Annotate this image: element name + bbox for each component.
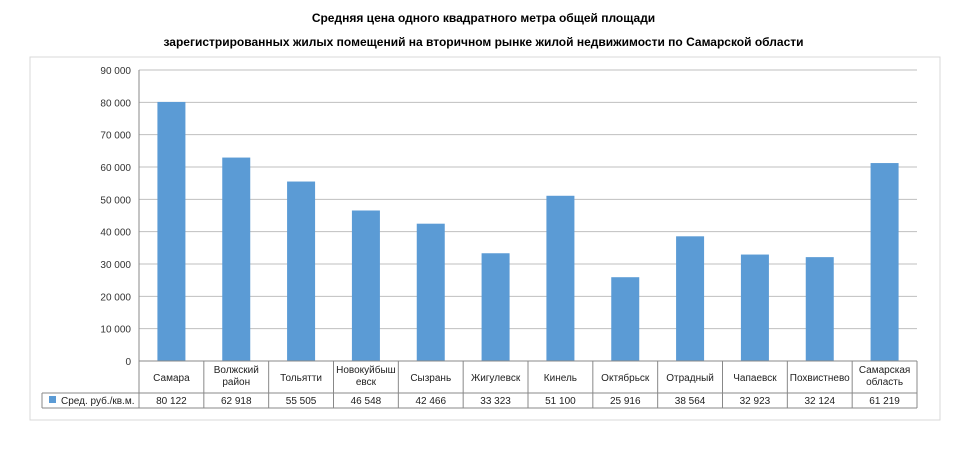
data-label: 32 124 (804, 396, 835, 407)
legend-marker (49, 396, 56, 403)
bar (546, 195, 575, 361)
bar (157, 101, 186, 361)
data-label: 80 122 (156, 396, 187, 407)
bar (676, 236, 705, 361)
x-tick-label: Самара (153, 373, 190, 384)
x-tick-label: Кинель (544, 373, 577, 384)
y-tick-label: 90 000 (100, 66, 131, 77)
chart-title-line2: зарегистрированных жилых помещений на вт… (163, 35, 804, 49)
data-label: 38 564 (675, 396, 706, 407)
x-tick-label: Чапаевск (733, 373, 777, 384)
x-tick-label: район (222, 377, 250, 388)
chart-title-line1: Средняя цена одного квадратного метра об… (311, 11, 656, 25)
x-tick-label: Тольятти (280, 373, 322, 384)
data-label: 55 505 (286, 396, 317, 407)
x-tick-label: Октябрьск (601, 372, 650, 384)
x-tick-label: Волжский (214, 365, 259, 376)
data-label: 25 916 (610, 396, 641, 407)
x-tick-label: евск (356, 377, 377, 388)
y-tick-label: 0 (125, 357, 131, 368)
bar (481, 253, 510, 361)
y-tick-label: 50 000 (100, 195, 131, 206)
bar (611, 277, 640, 361)
bar (222, 157, 251, 361)
bar (416, 223, 445, 361)
data-label: 61 219 (869, 396, 900, 407)
x-tick-label: Новокуйбыш (336, 364, 396, 376)
x-tick-label: Отрадный (666, 373, 714, 384)
data-label: 32 923 (740, 396, 771, 407)
y-tick-label: 80 000 (100, 98, 131, 109)
y-tick-label: 30 000 (100, 260, 131, 271)
data-label: 46 548 (351, 396, 382, 407)
legend-label: Сред. руб./кв.м. (61, 395, 134, 407)
bar (805, 257, 834, 361)
bar (351, 210, 380, 361)
y-tick-label: 40 000 (100, 228, 131, 239)
bar (870, 163, 899, 361)
y-tick-label: 10 000 (100, 325, 131, 336)
y-tick-label: 70 000 (100, 131, 131, 142)
data-label: 51 100 (545, 396, 576, 407)
data-label: 62 918 (221, 396, 252, 407)
bar (740, 254, 769, 361)
x-tick-label: Сызрань (410, 373, 451, 384)
data-label: 42 466 (415, 396, 446, 407)
data-label: 33 323 (480, 396, 511, 407)
x-tick-label: Похвистнево (790, 373, 850, 384)
y-tick-label: 20 000 (100, 292, 131, 303)
x-tick-label: Жигулевск (471, 373, 521, 384)
y-tick-label: 60 000 (100, 163, 131, 174)
bar (287, 181, 316, 361)
chart-frame (29, 56, 941, 421)
x-tick-label: область (866, 376, 903, 388)
x-tick-label: Самарская (859, 365, 910, 376)
